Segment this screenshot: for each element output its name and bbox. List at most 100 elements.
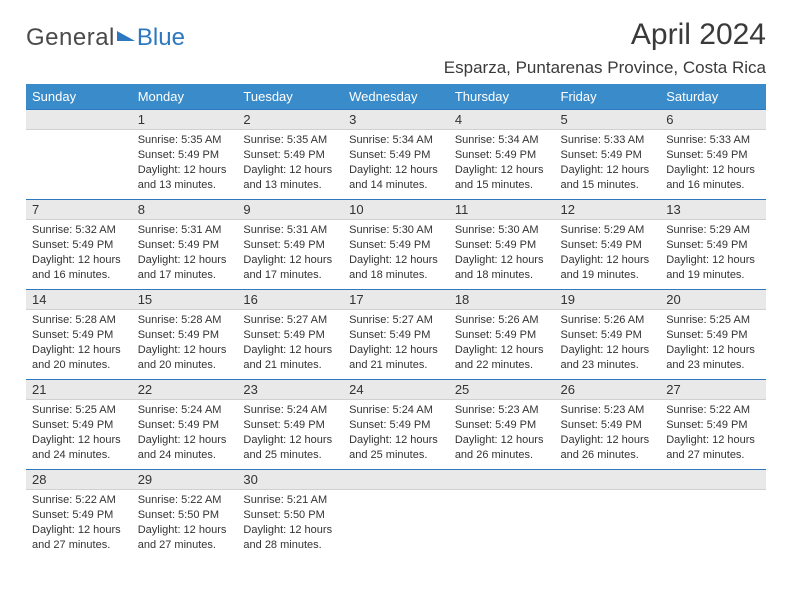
sunset-line: Sunset: 5:49 PM	[561, 328, 655, 343]
calendar-week-row: 7Sunrise: 5:32 AMSunset: 5:49 PMDaylight…	[26, 199, 766, 289]
sunrise-line: Sunrise: 5:23 AM	[455, 403, 549, 418]
day-details: Sunrise: 5:23 AMSunset: 5:49 PMDaylight:…	[555, 400, 661, 466]
calendar-day-cell: 16Sunrise: 5:27 AMSunset: 5:49 PMDayligh…	[237, 289, 343, 379]
day-number: 25	[449, 380, 555, 399]
sunset-line: Sunset: 5:49 PM	[243, 238, 337, 253]
sunset-line: Sunset: 5:49 PM	[32, 238, 126, 253]
sunrise-line: Sunrise: 5:34 AM	[455, 133, 549, 148]
day-number: 8	[132, 200, 238, 219]
logo-text-general: General	[26, 24, 115, 52]
calendar-table: SundayMondayTuesdayWednesdayThursdayFrid…	[26, 84, 766, 559]
day-number: 9	[237, 200, 343, 219]
day-details: Sunrise: 5:26 AMSunset: 5:49 PMDaylight:…	[555, 310, 661, 376]
day-details: Sunrise: 5:28 AMSunset: 5:49 PMDaylight:…	[132, 310, 238, 376]
daylight-line: Daylight: 12 hours and 26 minutes.	[561, 433, 655, 463]
sunset-line: Sunset: 5:49 PM	[561, 148, 655, 163]
sunrise-line: Sunrise: 5:22 AM	[32, 493, 126, 508]
day-number: 19	[555, 290, 661, 309]
calendar-day-cell: 18Sunrise: 5:26 AMSunset: 5:49 PMDayligh…	[449, 289, 555, 379]
sunset-line: Sunset: 5:49 PM	[32, 508, 126, 523]
sunrise-line: Sunrise: 5:35 AM	[138, 133, 232, 148]
day-details: Sunrise: 5:22 AMSunset: 5:50 PMDaylight:…	[132, 490, 238, 556]
calendar-day-cell: 8Sunrise: 5:31 AMSunset: 5:49 PMDaylight…	[132, 199, 238, 289]
day-details: Sunrise: 5:29 AMSunset: 5:49 PMDaylight:…	[660, 220, 766, 286]
sunrise-line: Sunrise: 5:26 AM	[455, 313, 549, 328]
logo: General Blue	[26, 24, 185, 52]
day-number: 30	[237, 470, 343, 489]
sunrise-line: Sunrise: 5:32 AM	[32, 223, 126, 238]
sunrise-line: Sunrise: 5:33 AM	[666, 133, 760, 148]
day-details: Sunrise: 5:33 AMSunset: 5:49 PMDaylight:…	[555, 130, 661, 196]
daylight-line: Daylight: 12 hours and 17 minutes.	[138, 253, 232, 283]
day-details: Sunrise: 5:30 AMSunset: 5:49 PMDaylight:…	[449, 220, 555, 286]
location-label: Esparza, Puntarenas Province, Costa Rica	[444, 58, 766, 78]
day-number: 16	[237, 290, 343, 309]
sunrise-line: Sunrise: 5:28 AM	[32, 313, 126, 328]
day-details: Sunrise: 5:31 AMSunset: 5:49 PMDaylight:…	[132, 220, 238, 286]
calendar-week-row: 14Sunrise: 5:28 AMSunset: 5:49 PMDayligh…	[26, 289, 766, 379]
sunrise-line: Sunrise: 5:21 AM	[243, 493, 337, 508]
day-number: 11	[449, 200, 555, 219]
day-details: Sunrise: 5:24 AMSunset: 5:49 PMDaylight:…	[237, 400, 343, 466]
sunrise-line: Sunrise: 5:25 AM	[32, 403, 126, 418]
day-details: Sunrise: 5:27 AMSunset: 5:49 PMDaylight:…	[343, 310, 449, 376]
daylight-line: Daylight: 12 hours and 15 minutes.	[561, 163, 655, 193]
daylight-line: Daylight: 12 hours and 18 minutes.	[455, 253, 549, 283]
daylight-line: Daylight: 12 hours and 22 minutes.	[455, 343, 549, 373]
day-details: Sunrise: 5:22 AMSunset: 5:49 PMDaylight:…	[26, 490, 132, 556]
day-details: Sunrise: 5:24 AMSunset: 5:49 PMDaylight:…	[132, 400, 238, 466]
daylight-line: Daylight: 12 hours and 13 minutes.	[243, 163, 337, 193]
calendar-day-cell: 23Sunrise: 5:24 AMSunset: 5:49 PMDayligh…	[237, 379, 343, 469]
daylight-line: Daylight: 12 hours and 26 minutes.	[455, 433, 549, 463]
sunrise-line: Sunrise: 5:26 AM	[561, 313, 655, 328]
day-number: 20	[660, 290, 766, 309]
daylight-line: Daylight: 12 hours and 23 minutes.	[561, 343, 655, 373]
day-number: 2	[237, 110, 343, 129]
calendar-day-cell: 25Sunrise: 5:23 AMSunset: 5:49 PMDayligh…	[449, 379, 555, 469]
title-block: April 2024 Esparza, Puntarenas Province,…	[444, 18, 766, 78]
day-details: Sunrise: 5:30 AMSunset: 5:49 PMDaylight:…	[343, 220, 449, 286]
month-title: April 2024	[444, 18, 766, 52]
day-details: Sunrise: 5:35 AMSunset: 5:49 PMDaylight:…	[132, 130, 238, 196]
day-number: 22	[132, 380, 238, 399]
calendar-day-cell: 11Sunrise: 5:30 AMSunset: 5:49 PMDayligh…	[449, 199, 555, 289]
day-details: Sunrise: 5:26 AMSunset: 5:49 PMDaylight:…	[449, 310, 555, 376]
sunset-line: Sunset: 5:49 PM	[561, 418, 655, 433]
day-number: 14	[26, 290, 132, 309]
sunrise-line: Sunrise: 5:27 AM	[349, 313, 443, 328]
day-number: 4	[449, 110, 555, 129]
day-details: Sunrise: 5:27 AMSunset: 5:49 PMDaylight:…	[237, 310, 343, 376]
day-details: Sunrise: 5:35 AMSunset: 5:49 PMDaylight:…	[237, 130, 343, 196]
calendar-day-cell: 30Sunrise: 5:21 AMSunset: 5:50 PMDayligh…	[237, 469, 343, 559]
daylight-line: Daylight: 12 hours and 17 minutes.	[243, 253, 337, 283]
daylight-line: Daylight: 12 hours and 15 minutes.	[455, 163, 549, 193]
weekday-header: Tuesday	[237, 84, 343, 109]
day-details: Sunrise: 5:21 AMSunset: 5:50 PMDaylight:…	[237, 490, 343, 556]
daylight-line: Daylight: 12 hours and 20 minutes.	[138, 343, 232, 373]
day-details: Sunrise: 5:25 AMSunset: 5:49 PMDaylight:…	[26, 400, 132, 466]
daylight-line: Daylight: 12 hours and 14 minutes.	[349, 163, 443, 193]
calendar-day-cell: 24Sunrise: 5:24 AMSunset: 5:49 PMDayligh…	[343, 379, 449, 469]
weekday-header-row: SundayMondayTuesdayWednesdayThursdayFrid…	[26, 84, 766, 109]
daylight-line: Daylight: 12 hours and 16 minutes.	[666, 163, 760, 193]
day-number: 15	[132, 290, 238, 309]
calendar-day-cell: .	[555, 469, 661, 559]
sunrise-line: Sunrise: 5:23 AM	[561, 403, 655, 418]
calendar-week-row: 28Sunrise: 5:22 AMSunset: 5:49 PMDayligh…	[26, 469, 766, 559]
calendar-day-cell: 26Sunrise: 5:23 AMSunset: 5:49 PMDayligh…	[555, 379, 661, 469]
sunrise-line: Sunrise: 5:24 AM	[349, 403, 443, 418]
calendar-day-cell: 19Sunrise: 5:26 AMSunset: 5:49 PMDayligh…	[555, 289, 661, 379]
calendar-week-row: 21Sunrise: 5:25 AMSunset: 5:49 PMDayligh…	[26, 379, 766, 469]
daylight-line: Daylight: 12 hours and 13 minutes.	[138, 163, 232, 193]
day-number: 6	[660, 110, 766, 129]
day-number: 23	[237, 380, 343, 399]
logo-triangle-icon	[117, 31, 135, 41]
daylight-line: Daylight: 12 hours and 19 minutes.	[666, 253, 760, 283]
sunset-line: Sunset: 5:50 PM	[243, 508, 337, 523]
daylight-line: Daylight: 12 hours and 21 minutes.	[243, 343, 337, 373]
sunset-line: Sunset: 5:49 PM	[455, 328, 549, 343]
sunrise-line: Sunrise: 5:29 AM	[561, 223, 655, 238]
weekday-header: Friday	[555, 84, 661, 109]
sunset-line: Sunset: 5:49 PM	[243, 148, 337, 163]
day-details: Sunrise: 5:33 AMSunset: 5:49 PMDaylight:…	[660, 130, 766, 196]
